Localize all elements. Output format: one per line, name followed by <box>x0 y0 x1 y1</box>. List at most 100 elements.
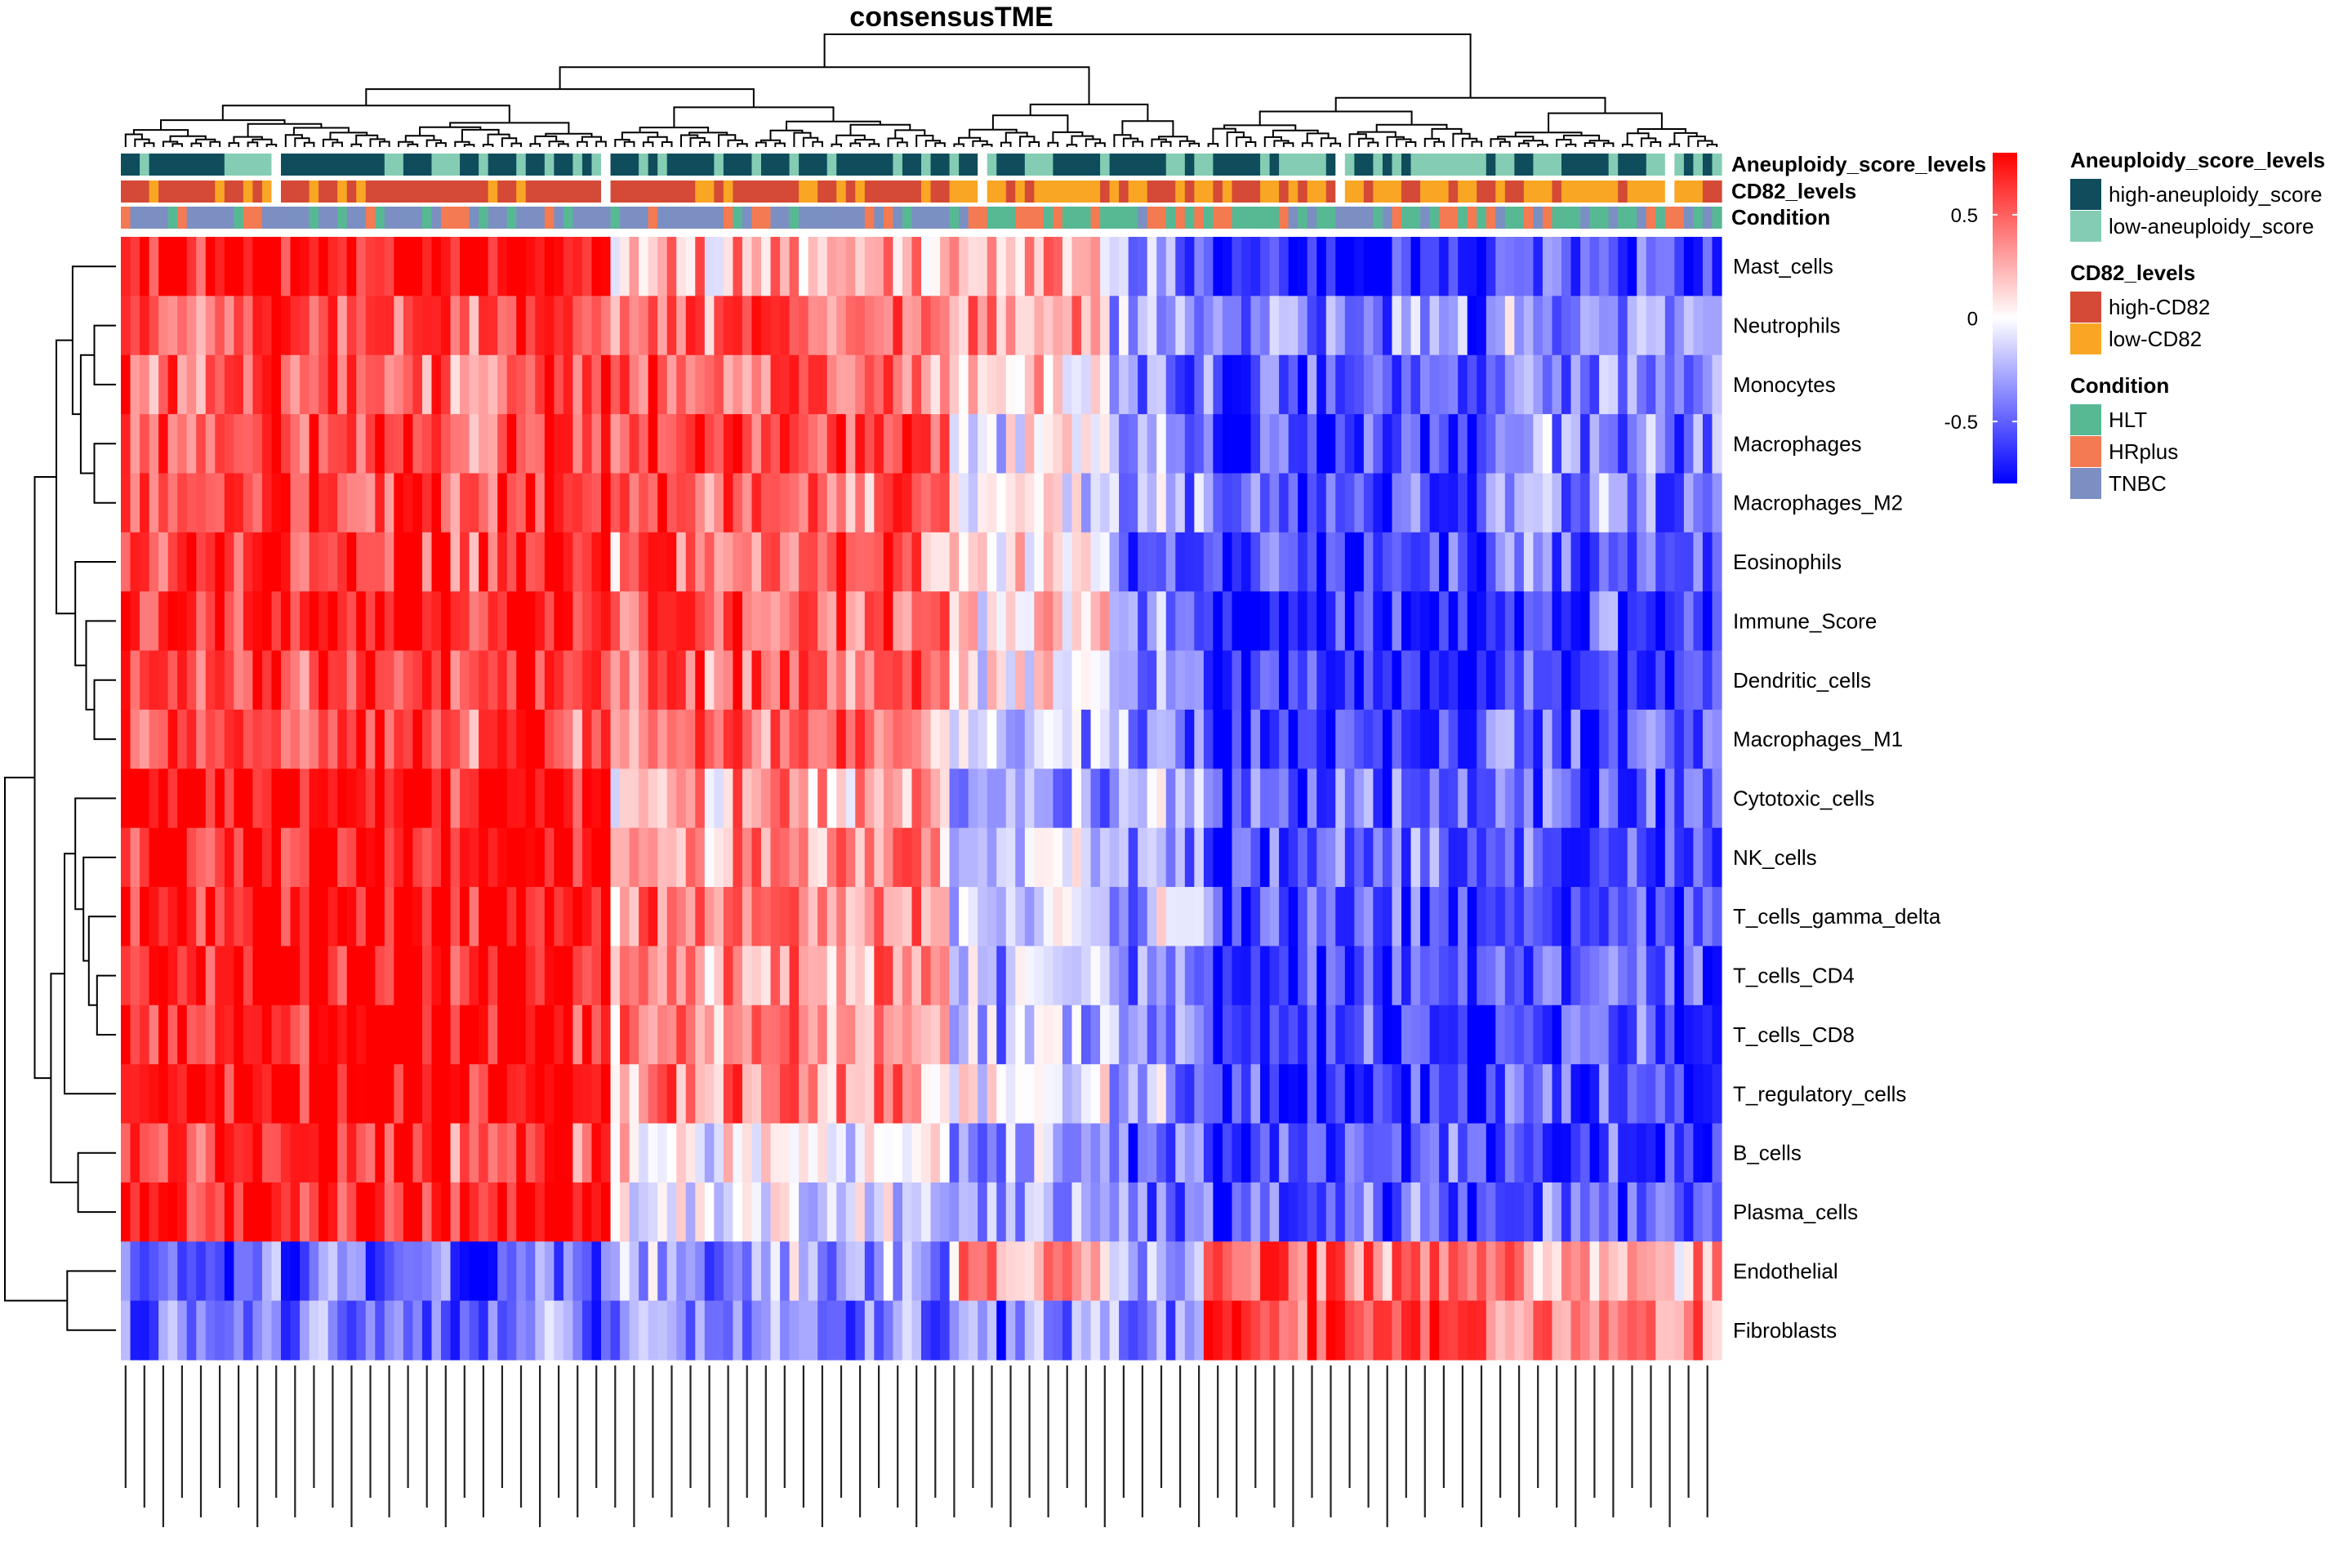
dendrogram-branch <box>93 443 116 504</box>
heatmap-cell <box>271 414 282 474</box>
heatmap-cell <box>479 946 489 1006</box>
heatmap-cell <box>205 532 216 592</box>
heatmap-cell <box>1194 532 1205 592</box>
annotation-cell <box>167 180 178 203</box>
heatmap-cell <box>365 1182 376 1242</box>
heatmap-cell <box>676 709 687 769</box>
heatmap-cell <box>685 768 696 829</box>
heatmap-cell <box>1081 1182 1092 1242</box>
annotation-cell <box>488 207 498 229</box>
heatmap-cell <box>1382 532 1393 592</box>
heatmap-cell <box>1477 532 1487 592</box>
heatmap-cell <box>205 650 216 710</box>
heatmap-cell <box>1090 591 1101 652</box>
heatmap-cell <box>1373 591 1383 652</box>
annotation-labels: Aneuploidy_score_levelsCD82_levelsCondit… <box>1731 152 1986 229</box>
heatmap-cell <box>978 296 988 356</box>
dendrogram-branch <box>1160 140 1172 147</box>
heatmap-cell <box>497 887 508 947</box>
heatmap-cell <box>987 709 997 769</box>
heatmap-cell <box>544 1123 555 1183</box>
heatmap-cell <box>572 1300 583 1361</box>
heatmap-cell <box>1175 768 1186 829</box>
heatmap-cell <box>1344 237 1355 296</box>
heatmap-cell <box>666 1123 677 1183</box>
heatmap-cell <box>1382 354 1393 415</box>
heatmap-cell <box>1570 532 1581 592</box>
heatmap-cell <box>987 591 997 652</box>
heatmap-cell <box>1081 354 1092 415</box>
heatmap-cell <box>968 1123 978 1183</box>
heatmap-cell <box>949 237 960 296</box>
heatmap-cell <box>460 473 470 533</box>
heatmap-cell <box>177 296 188 356</box>
heatmap-cell <box>1288 1182 1298 1242</box>
heatmap-cell <box>1100 473 1111 533</box>
heatmap-cell <box>1439 296 1450 356</box>
heatmap-cell <box>1119 709 1129 769</box>
heatmap-cell <box>394 354 404 415</box>
heatmap-cell <box>1552 768 1562 829</box>
heatmap-cell <box>1081 709 1092 769</box>
heatmap-cell <box>1589 650 1600 710</box>
heatmap-cell <box>1542 1123 1553 1183</box>
heatmap-cell <box>893 709 903 769</box>
heatmap-cell <box>1561 946 1572 1006</box>
heatmap-cell <box>450 354 461 415</box>
heatmap-cell <box>1570 827 1581 888</box>
heatmap-cell <box>469 1241 479 1302</box>
heatmap-cell <box>403 591 414 652</box>
annotation-cell <box>940 154 951 176</box>
dendrogram-branch <box>1245 141 1257 147</box>
heatmap-cell <box>431 1123 442 1183</box>
dendrogram-branch <box>195 138 216 144</box>
annotation-cell <box>1156 154 1167 176</box>
annotation-cell <box>224 207 234 229</box>
heatmap-cell <box>1693 887 1704 947</box>
heatmap-cell <box>874 414 884 474</box>
heatmap-cell <box>563 827 574 888</box>
heatmap-cell <box>158 296 169 356</box>
heatmap-cell <box>620 1004 630 1065</box>
heatmap-cell <box>1109 768 1120 829</box>
annotation-cell <box>676 207 687 229</box>
dendrogram-branch <box>894 129 926 139</box>
heatmap-cell <box>167 768 178 829</box>
annotation-cell <box>1458 180 1468 203</box>
heatmap-cell <box>1325 1182 1336 1242</box>
annotation-label: CD82_levels <box>1731 179 1856 203</box>
annotation-cell <box>1175 154 1186 176</box>
heatmap-cell <box>300 473 310 533</box>
heatmap-cell <box>1071 237 1082 296</box>
heatmap-cell <box>1203 709 1214 769</box>
annotation-cell <box>1561 207 1572 229</box>
annotation-cell <box>234 207 244 229</box>
heatmap-cell <box>327 709 338 769</box>
heatmap-cell <box>1288 237 1298 296</box>
heatmap-cell <box>488 709 498 769</box>
heatmap-cell <box>648 709 658 769</box>
annotation-cell <box>1062 154 1073 176</box>
heatmap-cell <box>855 237 866 296</box>
heatmap-cell <box>1184 296 1195 356</box>
annotation-cell <box>1448 154 1459 176</box>
heatmap-cell <box>525 414 536 474</box>
heatmap-cell <box>460 1004 470 1065</box>
heatmap-cell <box>1203 768 1214 829</box>
heatmap-cell <box>1693 237 1704 296</box>
heatmap-cell <box>158 354 169 415</box>
heatmap-cell <box>1627 1004 1637 1065</box>
annotation-cell <box>1712 154 1722 176</box>
dendrogram-branch <box>221 105 510 123</box>
heatmap-cell <box>1702 768 1713 829</box>
heatmap-cell <box>327 1241 338 1302</box>
heatmap-cell <box>1523 887 1535 947</box>
heatmap-cell <box>1260 1004 1271 1065</box>
heatmap-cell <box>921 532 932 592</box>
heatmap-cell <box>864 1064 875 1125</box>
heatmap-cell <box>1156 1182 1167 1242</box>
dendrogram-branch <box>972 140 988 147</box>
heatmap-cell <box>1043 591 1054 652</box>
heatmap-cell <box>864 887 875 947</box>
heatmap-cell <box>1119 1241 1129 1302</box>
